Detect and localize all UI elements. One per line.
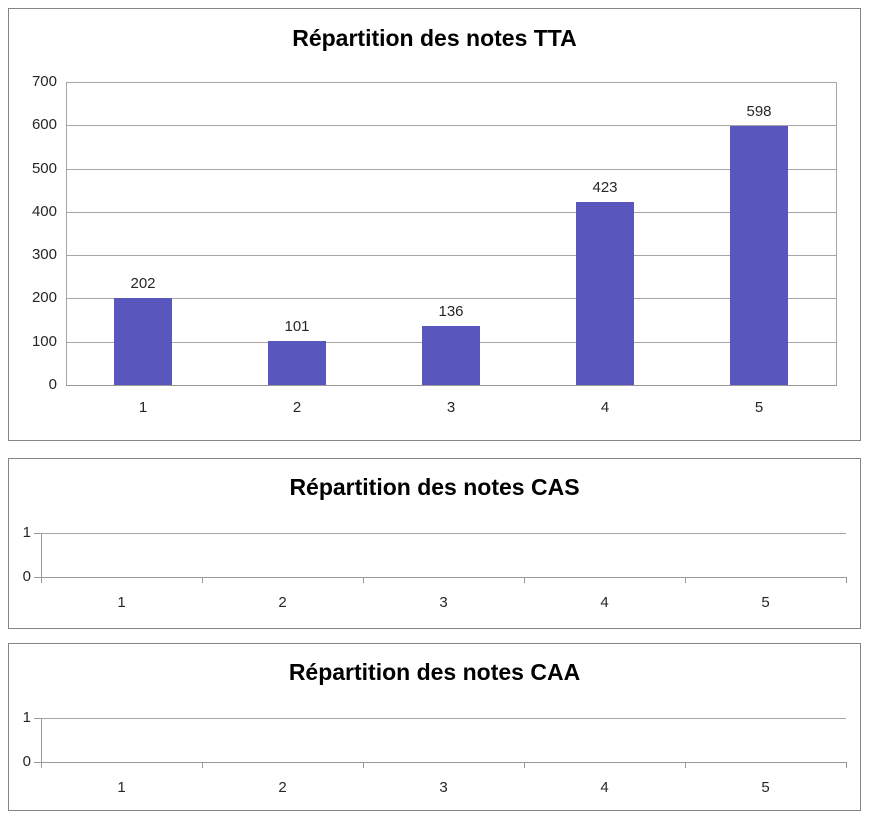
bar-category-2[interactable] (268, 341, 326, 385)
x-axis-tick (524, 577, 525, 583)
y-axis-label: 0 (22, 568, 31, 585)
y-axis-label: 0 (48, 376, 57, 393)
gridline (66, 125, 836, 126)
gridline (66, 255, 836, 256)
chart-caa[interactable]: Répartition des notes CAA 0 1 1 2 3 4 5 (8, 643, 861, 811)
y-axis-label: 200 (31, 289, 57, 306)
gridline (66, 212, 836, 213)
bar-value-label: 136 (438, 303, 464, 320)
gridline (41, 533, 846, 534)
x-axis-label: 1 (117, 779, 126, 796)
y-axis-label: 500 (31, 160, 57, 177)
chart-title-cas: Répartition des notes CAS (289, 474, 580, 500)
x-axis-label: 5 (761, 594, 770, 611)
x-axis-label: 3 (439, 779, 448, 796)
y-axis-label: 1 (22, 709, 31, 726)
x-axis-label: 4 (600, 594, 609, 611)
x-axis-label: 5 (754, 399, 764, 416)
y-axis-tick (34, 718, 41, 719)
chart-title-tta: Répartition des notes TTA (292, 25, 577, 51)
y-axis-label: 1 (22, 524, 31, 541)
x-axis-tick (202, 762, 203, 768)
x-axis-tick (41, 762, 42, 768)
x-axis-tick (685, 762, 686, 768)
x-axis-label: 3 (439, 594, 448, 611)
x-axis-label: 4 (600, 779, 609, 796)
bar-value-label: 101 (284, 318, 310, 335)
chart-title-caa: Répartition des notes CAA (288, 659, 581, 685)
x-axis-label: 3 (446, 399, 456, 416)
x-axis-label: 2 (292, 399, 302, 416)
plot-border-left (66, 82, 67, 385)
y-axis-line (41, 718, 42, 768)
x-axis-label: 2 (278, 779, 287, 796)
x-axis-tick (685, 577, 686, 583)
y-axis-tick (34, 762, 41, 763)
x-axis-tick (202, 577, 203, 583)
bar-value-label: 202 (130, 275, 156, 292)
x-axis-line (41, 577, 846, 578)
x-axis-tick (846, 577, 847, 583)
x-axis-line (41, 762, 846, 763)
x-axis-tick (846, 762, 847, 768)
gridline (66, 169, 836, 170)
bar-category-5[interactable] (730, 126, 788, 385)
y-axis-tick (34, 533, 41, 534)
bar-category-3[interactable] (422, 326, 480, 385)
x-axis-label: 5 (761, 779, 770, 796)
y-axis-tick (34, 577, 41, 578)
gridline (66, 82, 836, 83)
y-axis-label: 100 (31, 333, 57, 350)
plot-area-caa: 0 1 1 2 3 4 5 (23, 709, 847, 796)
chart-tta[interactable]: Répartition des notes TTA 0 100 200 300 400 5… (8, 8, 861, 441)
y-axis-label: 700 (31, 73, 57, 90)
x-axis-label: 1 (138, 399, 148, 416)
x-axis-label: 4 (600, 399, 610, 416)
x-axis-tick (524, 762, 525, 768)
bar-category-1[interactable] (114, 298, 172, 385)
chart-cas[interactable]: Répartition des notes CAS 0 1 1 2 3 4 5 (8, 458, 861, 629)
y-axis-label: 0 (22, 753, 31, 770)
gridline (66, 298, 836, 299)
x-axis-tick (41, 577, 42, 583)
x-axis-tick (363, 762, 364, 768)
x-axis-label: 2 (278, 594, 287, 611)
plot-area-tta: 0 100 200 300 400 500 600 700 202 101 136 423 598 1 2 3… (32, 73, 837, 416)
x-axis-tick (363, 577, 364, 583)
y-axis-label: 300 (31, 246, 57, 263)
gridline (41, 718, 846, 719)
x-axis-label: 1 (117, 594, 126, 611)
plot-area-cas: 0 1 1 2 3 4 5 (23, 524, 847, 611)
y-axis-label: 600 (31, 116, 57, 133)
y-axis-line (41, 533, 42, 583)
plot-border-right (836, 82, 837, 385)
y-axis-label: 400 (31, 203, 57, 220)
x-axis-line (66, 385, 837, 386)
bar-value-label: 423 (592, 179, 618, 196)
bar-value-label: 598 (746, 103, 772, 120)
bar-category-4[interactable] (576, 202, 634, 385)
